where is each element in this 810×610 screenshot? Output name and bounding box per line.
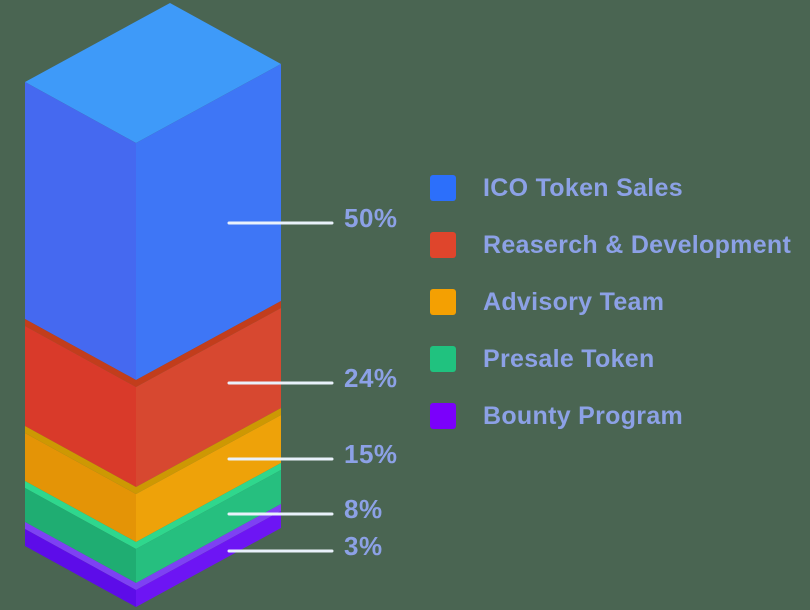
segment-ico-token-sales-left-face (25, 82, 136, 380)
legend-swatch-bounty-program (430, 403, 456, 429)
legend-label-bounty-program: Bounty Program (483, 402, 684, 430)
segment-reaserch-development-left-face (25, 326, 136, 487)
legend-label-reaserch-development: Reaserch & Development (483, 231, 792, 259)
legend-swatch-presale-token (430, 346, 456, 372)
legend-swatch-ico-token-sales (430, 175, 456, 201)
segment-bounty-program-left-face (25, 529, 136, 607)
segment-ico-token-sales-top-face (25, 3, 281, 143)
segment-advisory-team-top-sliver-left (25, 426, 136, 494)
segment-advisory-team-top-sliver-right (136, 408, 281, 494)
legend: ICO Token Sales Reaserch & Development Adv… (430, 175, 791, 429)
segment-presale-token-left-face (25, 488, 136, 583)
segment-advisory-team-right-face (136, 415, 281, 542)
percent-label-advisory-team: 15% (344, 439, 398, 469)
legend-swatch-advisory-team (430, 289, 456, 315)
legend-item-advisory-team: Advisory Team (430, 289, 791, 315)
segment-bounty-program-right-face (136, 511, 281, 607)
segment-bounty-program-top-sliver-left (25, 522, 136, 590)
segment-presale-token-top-sliver-right (136, 463, 281, 549)
percent-label-presale-token: 8% (344, 494, 383, 524)
legend-label-presale-token: Presale Token (483, 345, 655, 373)
segment-reaserch-development-right-face (136, 308, 281, 487)
percent-label-bounty-program: 3% (344, 531, 383, 561)
legend-item-reaserch-development: Reaserch & Development (430, 232, 791, 258)
segment-ico-token-sales-right-face (136, 64, 281, 380)
segment-presale-token-right-face (136, 470, 281, 583)
segment-bounty-program-top-sliver-right (136, 504, 281, 590)
segment-presale-token-top-sliver-left (25, 481, 136, 549)
segment-reaserch-development-top-sliver-left (25, 319, 136, 387)
legend-item-ico-token-sales: ICO Token Sales (430, 175, 791, 201)
legend-item-bounty-program: Bounty Program (430, 403, 791, 429)
percent-label-ico-token-sales: 50% (344, 203, 398, 233)
legend-swatch-reaserch-development (430, 232, 456, 258)
segment-advisory-team-left-face (25, 433, 136, 542)
percent-label-reaserch-development: 24% (344, 363, 398, 393)
legend-label-ico-token-sales: ICO Token Sales (483, 174, 683, 202)
legend-item-presale-token: Presale Token (430, 346, 791, 372)
legend-label-advisory-team: Advisory Team (483, 288, 665, 316)
segment-reaserch-development-top-sliver-right (136, 301, 281, 387)
